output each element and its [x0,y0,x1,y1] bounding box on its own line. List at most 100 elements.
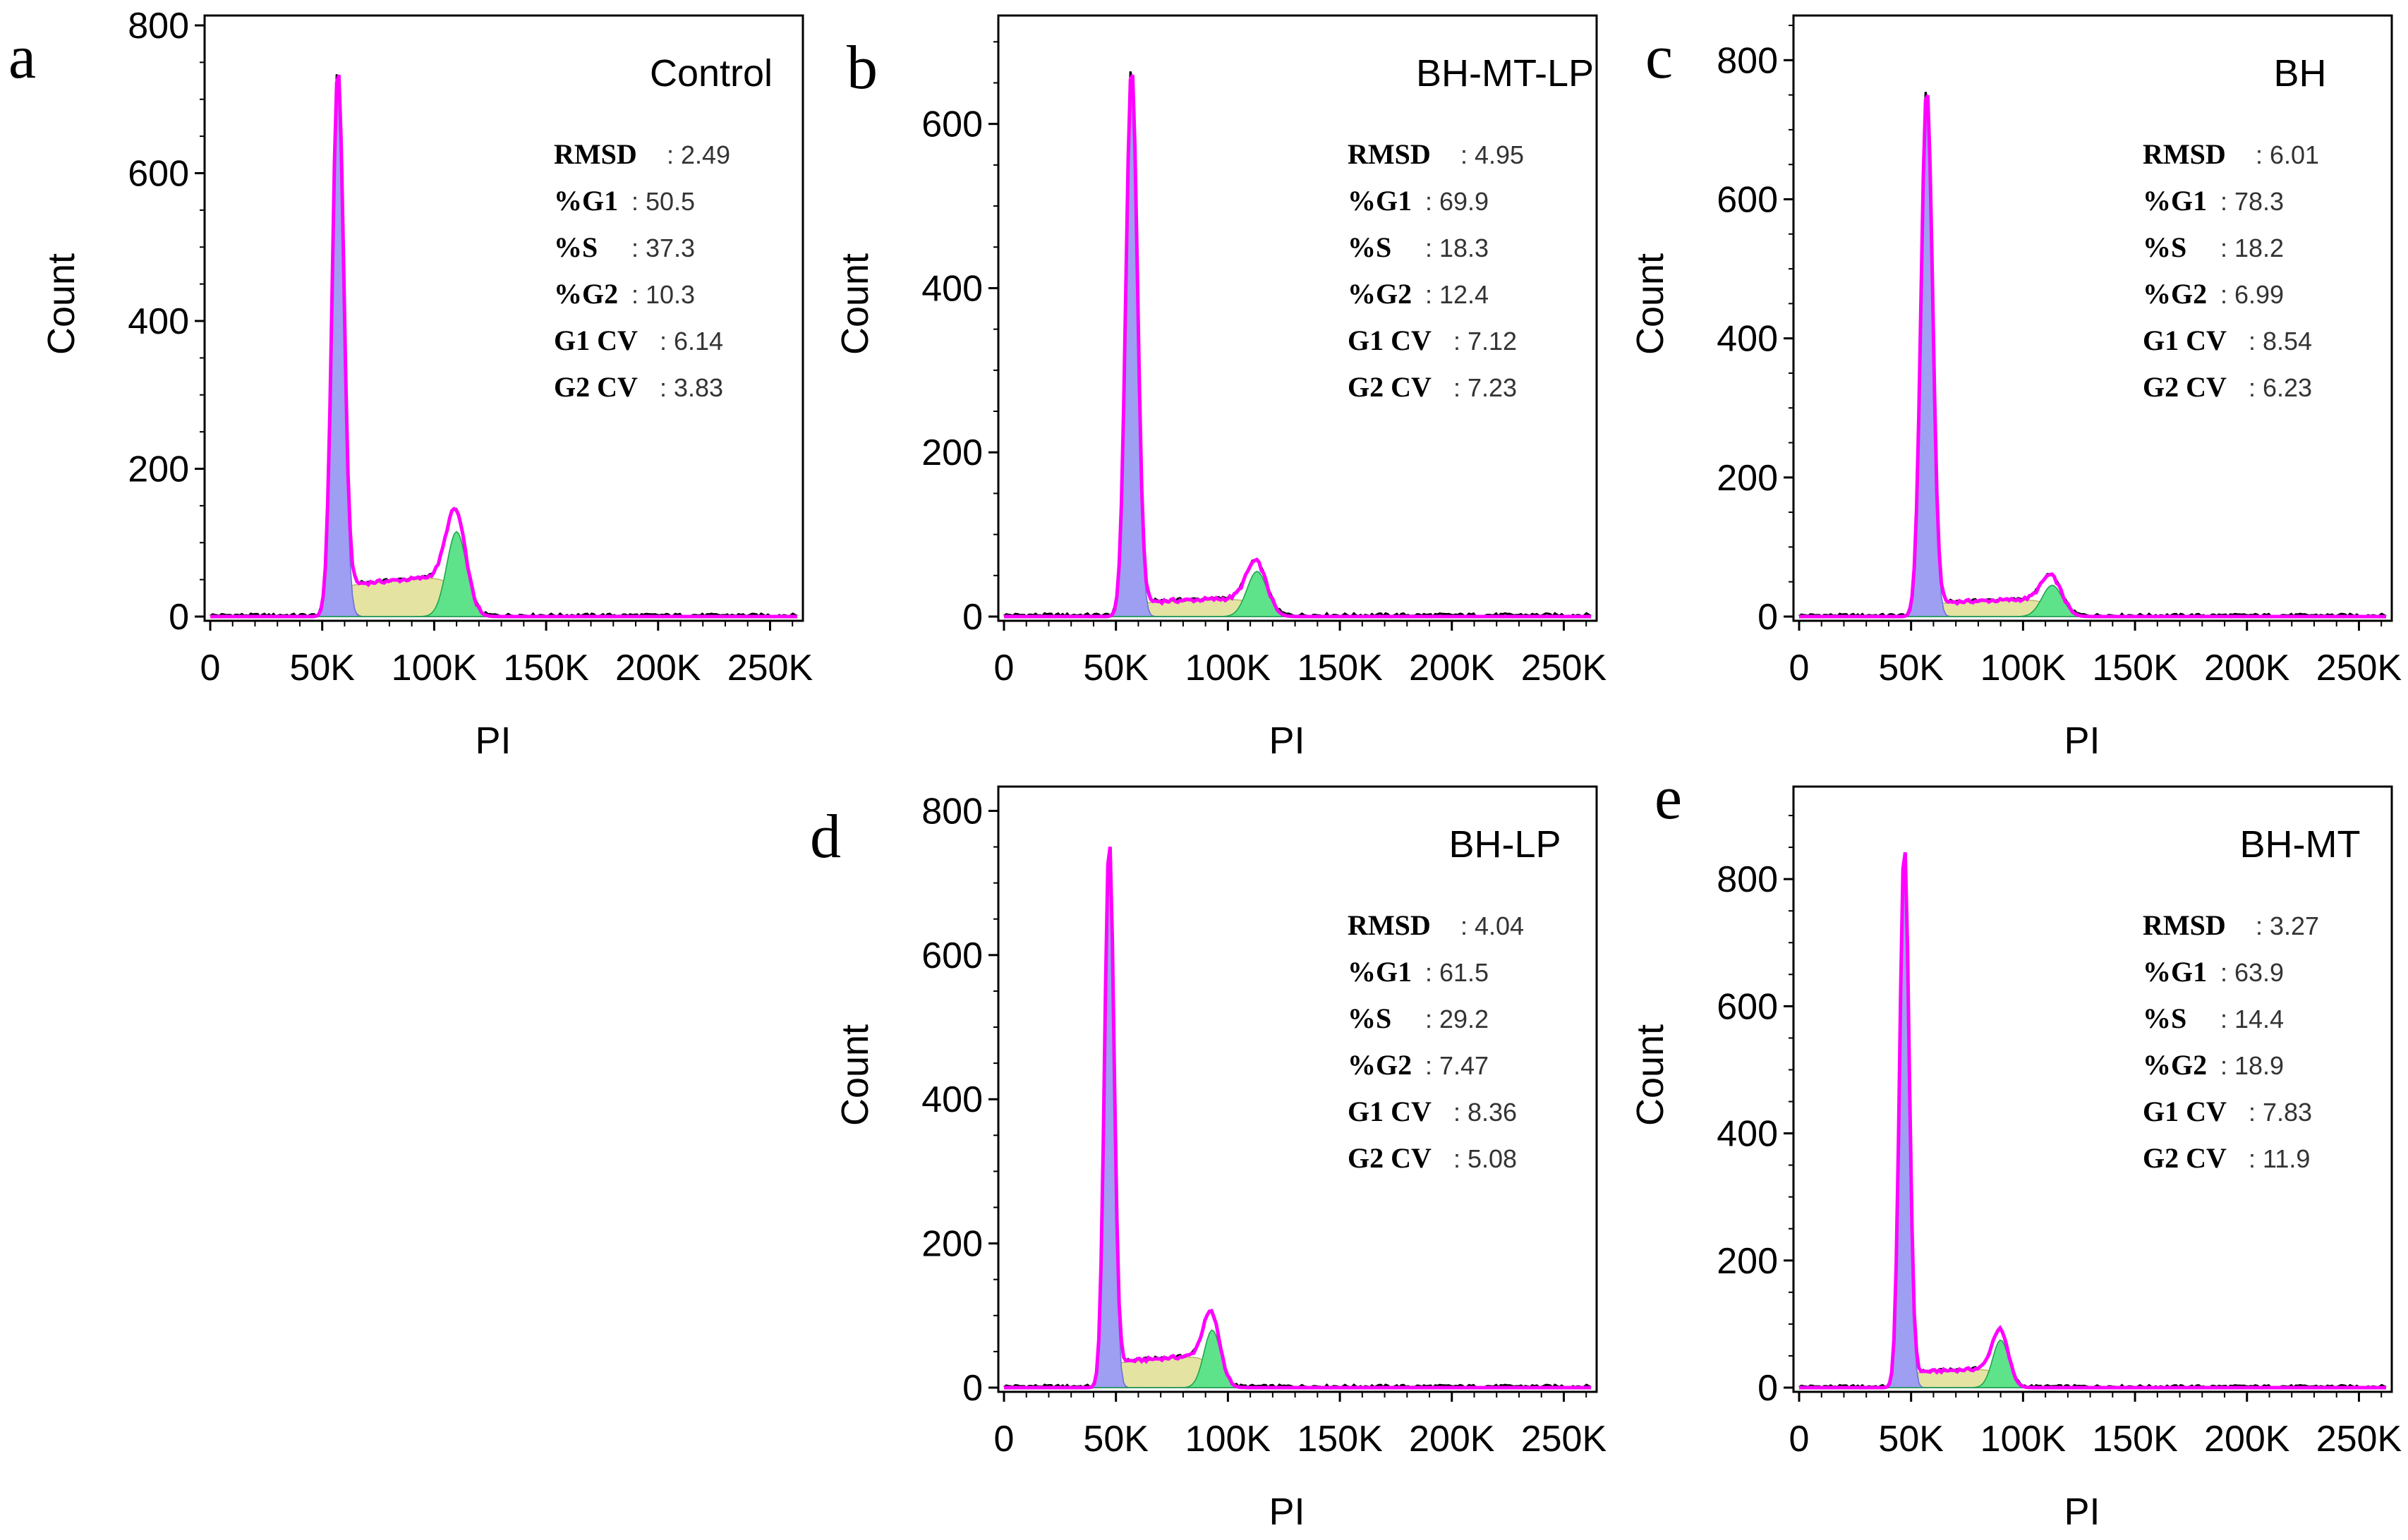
y-tick-label: 800 [128,6,189,47]
stat-value: : 7.12 [1453,327,1517,356]
x-axis-title: PI [1269,720,1305,762]
stat-value: : 8.36 [1453,1098,1517,1127]
x-tick-label: 100K [392,648,478,689]
x-tick-label: 0 [994,1419,1015,1460]
stat-key: G2 CV [1348,1142,1432,1174]
s-phase-area [1004,1357,1591,1388]
plot-frame [997,785,1598,1393]
stat-key: G2 CV [2143,371,2227,403]
y-tick-label: 600 [921,104,983,145]
x-tick-label: 0 [1789,648,1810,689]
g2-peak-area [1004,1329,1591,1388]
x-tick-label: 100K [1185,1419,1271,1460]
panel-e: e 0 200 400 600 800 0 50K 100K 150K 200K 250K PI Coun… [1629,764,2402,1533]
y-axis-title: Count [834,1024,876,1126]
stat-value: : 6.23 [2249,373,2312,402]
x-tick-label: 50K [1083,648,1149,689]
panel-letter: e [1654,764,1682,832]
y-tick-label: 800 [921,791,983,832]
x-tick-label: 200K [2204,648,2290,689]
stat-key: %G1 [1348,185,1412,217]
x-tick-label: 150K [1297,1419,1383,1460]
stat-key: G1 CV [1348,1096,1432,1127]
y-tick-label: 0 [1757,1368,1778,1409]
x-tick-label: 0 [1789,1419,1810,1460]
x-tick-label: 50K [1878,1419,1944,1460]
stat-key: RMSD [554,138,637,170]
y-tick-label: 600 [1717,986,1778,1027]
stat-key: RMSD [1348,909,1431,941]
g2-peak-area [1004,571,1591,617]
sample-name: BH-LP [1448,823,1561,866]
stat-value: : 7.83 [2249,1098,2312,1127]
stat-value: : 18.9 [2220,1051,2284,1080]
model-fit-line [1004,846,1591,1390]
stat-value: : 7.47 [1425,1051,1489,1080]
x-tick-label: 200K [2204,1419,2290,1460]
y-tick-label: 200 [1717,1241,1778,1282]
stat-key: %S [1348,1002,1391,1034]
sample-name: BH [2273,52,2326,95]
stat-value: : 2.49 [667,140,730,169]
stat-key: G1 CV [554,325,638,356]
y-axis-title: Count [1629,1024,1671,1126]
y-tick-label: 600 [128,154,189,195]
stat-value: : 10.3 [631,280,695,309]
stat-value: : 5.08 [1453,1144,1517,1173]
stat-key: %S [2143,1002,2186,1034]
sample-name: Control [650,52,773,95]
stat-value: : 6.14 [660,327,723,356]
stat-value: : 69.9 [1425,187,1489,216]
stat-key: RMSD [2143,909,2226,941]
stat-value: : 7.23 [1453,373,1517,402]
x-tick-label: 100K [1185,648,1271,689]
stat-key: %G2 [1348,278,1412,310]
x-tick-label: 0 [994,648,1015,689]
y-tick-label: 200 [921,1224,983,1265]
stat-value: : 6.01 [2256,140,2319,169]
x-tick-label: 150K [1297,648,1383,689]
plot-frame [1792,785,2393,1393]
y-tick-label: 0 [1757,597,1778,638]
stat-key: %G1 [2143,185,2207,217]
stat-key: G1 CV [1348,325,1432,356]
stat-key: %S [554,231,598,263]
x-tick-label: 200K [615,648,701,689]
panel-c: c 0 200 400 600 800 0 50K 100K 150K 200K 250K PI Coun… [1629,14,2402,762]
stat-key: %G1 [554,185,618,217]
model-fit-line [1004,74,1591,619]
x-tick-label: 50K [289,648,355,689]
stat-value: : 37.3 [631,234,695,262]
g1-peak-area [1799,102,2386,617]
y-axis-title: Count [1629,253,1671,355]
stat-value: : 18.2 [2220,234,2284,262]
model-fit-line [210,74,797,619]
stat-value: : 18.3 [1425,234,1489,262]
x-tick-label: 250K [727,648,813,689]
sample-name: BH-MT-LP [1416,52,1594,95]
y-tick-label: 400 [921,1079,983,1120]
x-axis-title: PI [475,720,511,762]
x-tick-label: 100K [1980,1419,2067,1460]
stat-value: : 50.5 [631,187,695,216]
x-tick-label: 50K [1083,1419,1149,1460]
y-tick-label: 400 [1717,319,1778,360]
panel-letter: a [8,23,36,92]
x-axis-title: PI [2064,720,2100,762]
stat-value: : 12.4 [1425,280,1489,309]
x-tick-label: 200K [1409,648,1495,689]
x-axis-title: PI [2064,1491,2100,1533]
g2-peak-area [1799,584,2386,617]
stat-key: G2 CV [554,371,638,403]
stat-key: RMSD [1348,138,1431,170]
x-tick-label: 0 [200,648,221,689]
x-tick-label: 200K [1409,1419,1495,1460]
y-tick-label: 200 [921,432,983,473]
x-tick-label: 150K [2092,648,2178,689]
y-axis-title: Count [834,253,876,355]
plot-frame [1792,14,2393,622]
stat-key: %S [1348,231,1391,263]
x-tick-label: 250K [2316,648,2402,689]
y-tick-label: 0 [962,597,983,638]
